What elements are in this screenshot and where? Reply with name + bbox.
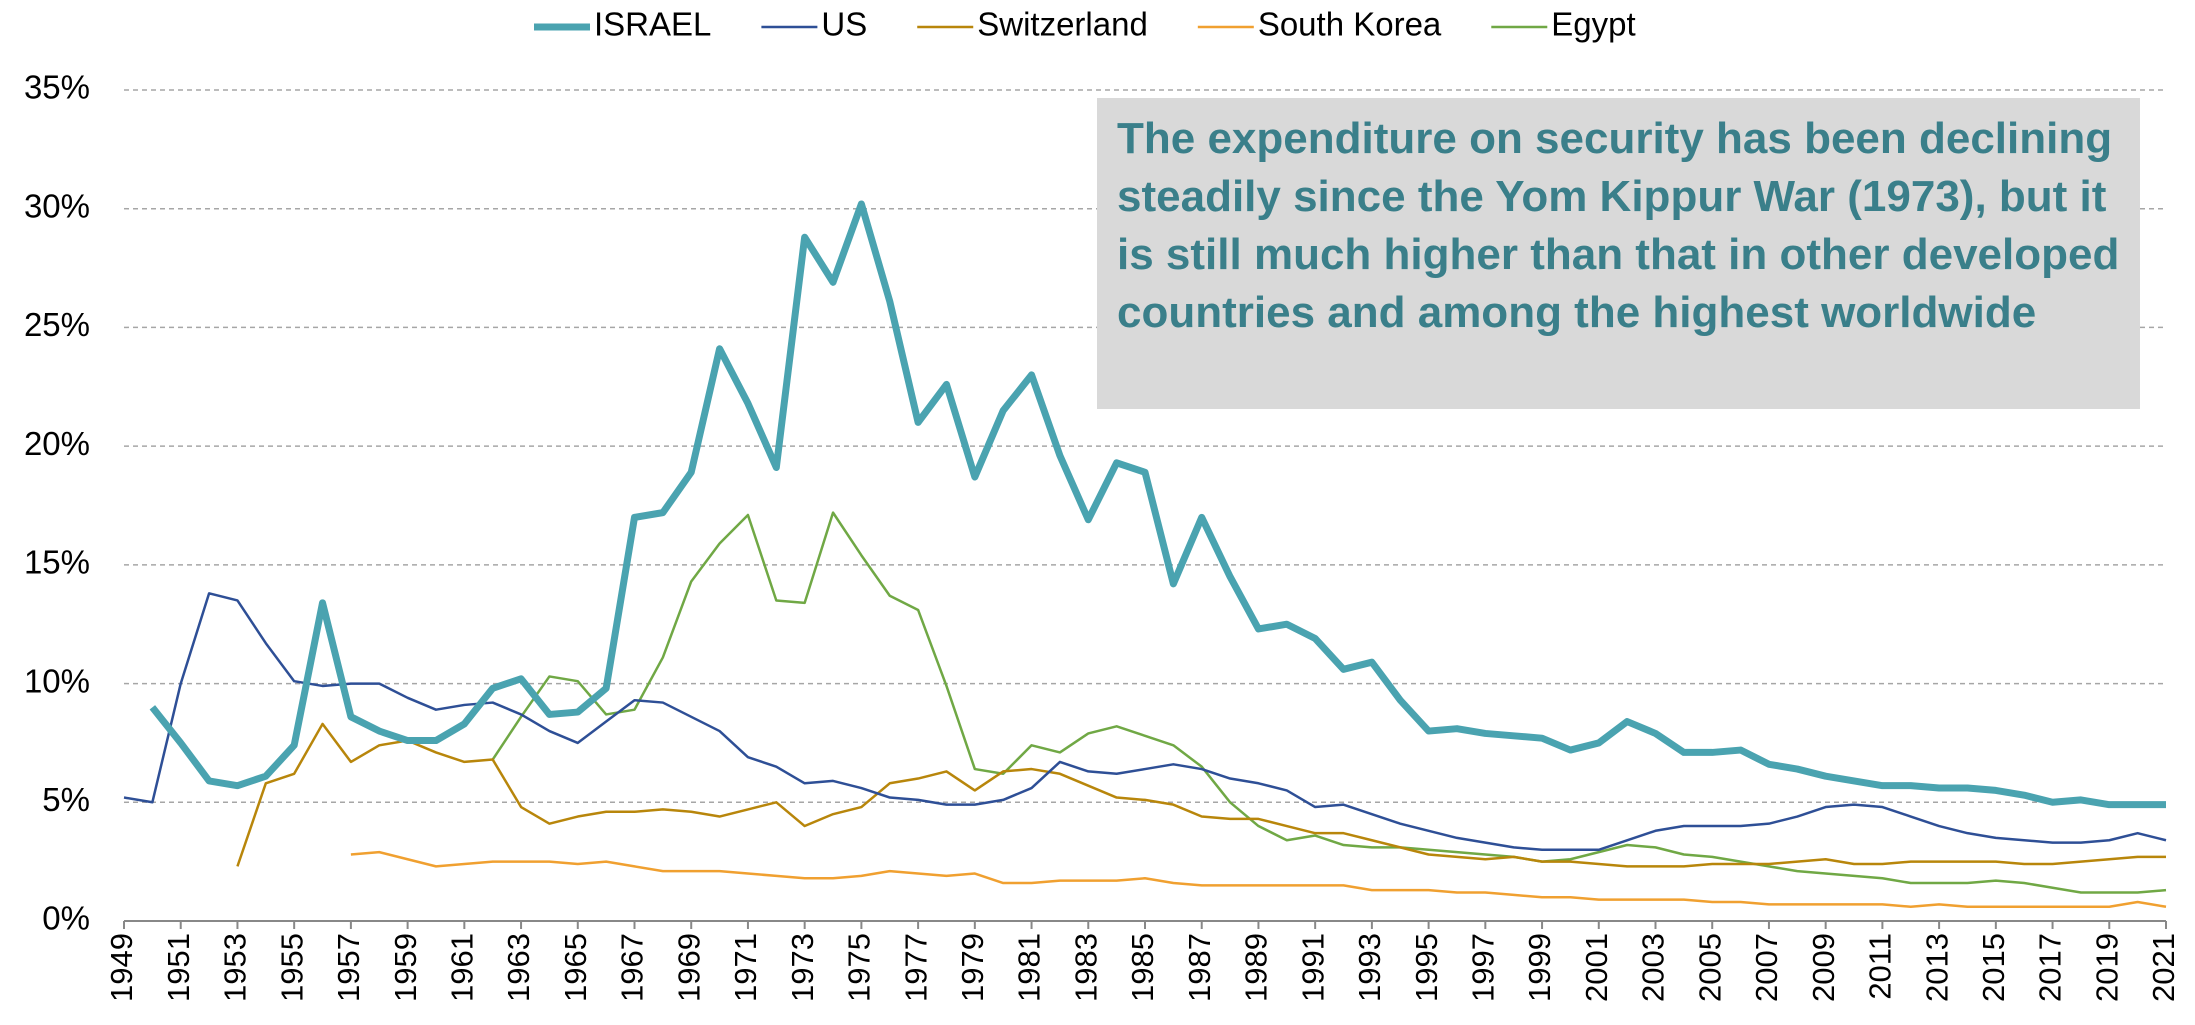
x-tick-label: 1999 [1522, 933, 1557, 1002]
x-tick-label: 1979 [955, 933, 990, 1002]
legend-label: Switzerland [977, 6, 1148, 43]
x-tick-label: 1995 [1409, 933, 1444, 1002]
y-tick-label: 15% [24, 544, 90, 581]
x-tick-label: 2003 [1636, 933, 1671, 1002]
x-tick-label: 1957 [331, 933, 366, 1002]
x-tick-label: 1949 [104, 933, 139, 1002]
series-line [491, 511, 2167, 894]
x-tick-label: 1997 [1466, 933, 1501, 1002]
x-tick-label: 1987 [1182, 933, 1217, 1002]
series-line [149, 200, 2166, 809]
y-tick-label: 25% [24, 306, 90, 343]
x-tick-label: 2015 [1976, 933, 2011, 1002]
series-line [236, 722, 2166, 868]
x-tick-label: 2013 [1919, 933, 1954, 1002]
x-tick-label: 2021 [2146, 933, 2181, 1002]
legend-label: US [821, 6, 867, 43]
x-tick-label: 1951 [161, 933, 196, 1002]
annotation: The expenditure on security has been dec… [1097, 98, 2140, 409]
x-tick-label: 1993 [1352, 933, 1387, 1002]
y-tick-label: 30% [24, 187, 90, 224]
legend-label: ISRAEL [594, 6, 711, 43]
x-tick-label: 1961 [445, 933, 480, 1002]
x-tick-label: 1985 [1125, 933, 1160, 1002]
x-tick-label: 1981 [1012, 933, 1047, 1002]
x-tick-label: 1977 [898, 933, 933, 1002]
x-tick-label: 1965 [558, 933, 593, 1002]
x-tick-label: 2011 [1863, 933, 1898, 1000]
x-tick-label: 1955 [274, 933, 309, 1002]
x-tick-label: 1973 [785, 933, 820, 1002]
x-tick-label: 2001 [1579, 933, 1614, 1002]
y-tick-label: 5% [42, 781, 90, 818]
y-tick-label: 20% [24, 425, 90, 462]
y-tick-label: 10% [24, 662, 90, 699]
x-tick-label: 1967 [615, 933, 650, 1002]
x-tick-label: 1969 [671, 933, 706, 1002]
x-tick-label: 1959 [388, 933, 423, 1002]
x-tick-label: 2007 [1749, 933, 1784, 1002]
x-tick-label: 1983 [1068, 933, 1103, 1002]
series-line [350, 850, 2167, 909]
y-tick-label: 0% [42, 900, 90, 937]
x-tick-label: 2019 [2089, 933, 2124, 1002]
x-tick-label: 1971 [728, 933, 763, 1002]
series-line [123, 592, 2167, 852]
x-tick-label: 1989 [1239, 933, 1274, 1002]
x-tick-label: 2005 [1692, 933, 1727, 1002]
x-tick-label: 1975 [842, 933, 877, 1002]
x-tick-label: 1991 [1295, 933, 1330, 1002]
y-tick-label: 35% [24, 69, 90, 106]
x-tick-label: 2017 [2033, 933, 2068, 1002]
x-tick-label: 2009 [1806, 933, 1841, 1002]
legend-label: Egypt [1551, 6, 1635, 43]
x-tick-label: 1953 [218, 933, 253, 1002]
x-tick-label: 1963 [501, 933, 536, 1002]
legend-label: South Korea [1258, 6, 1442, 43]
